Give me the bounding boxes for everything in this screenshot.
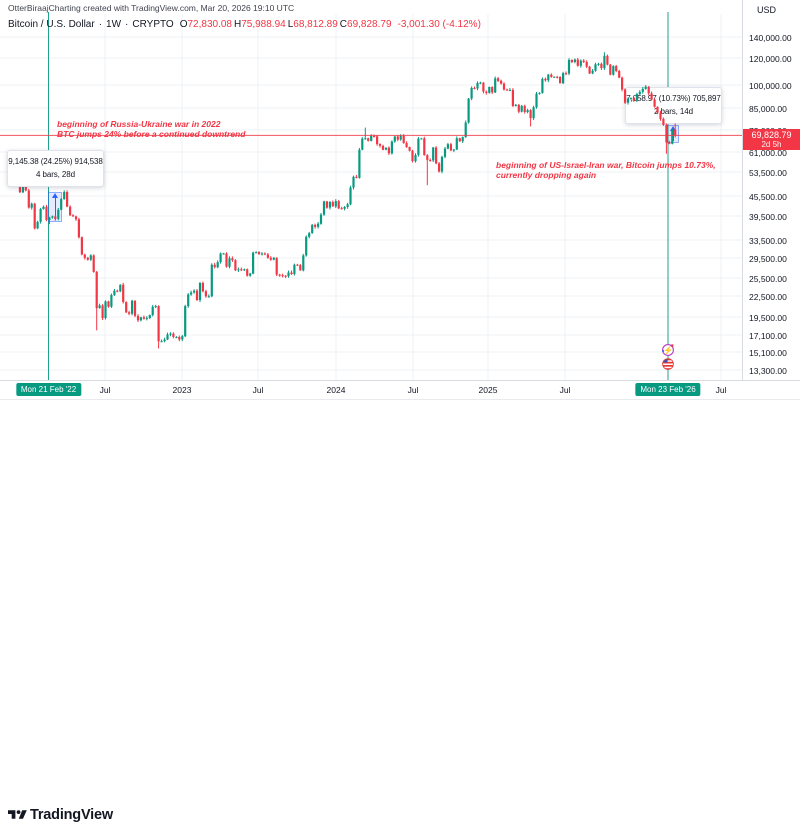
price-tick-label: 22,500.00	[749, 291, 787, 302]
last-price-label: 69,828.79 2d 5h	[743, 128, 800, 150]
price-tick-label: 25,500.00	[749, 273, 787, 284]
timeframe[interactable]: 1W	[106, 19, 122, 30]
time-tick-label: Jul	[252, 385, 264, 395]
price-tick-label: 120,000.00	[749, 53, 792, 64]
ohlc-l: L68,812.89	[287, 19, 338, 30]
price-axis-currency: USD	[757, 5, 777, 15]
time-marker-label: Mon 23 Feb '26	[635, 383, 701, 396]
exchange: CRYPTO	[132, 19, 174, 30]
price-tick-label: 15,100.00	[749, 347, 787, 358]
measure-arrow-up	[669, 126, 676, 131]
price-tick-label: 100,000.00	[749, 80, 792, 91]
ohlc-h: H75,988.94	[233, 19, 286, 30]
annotation-line: BTC jumps 24% before a continued downtre…	[57, 129, 246, 139]
crypto-event-icon[interactable]: ⚡	[661, 343, 675, 357]
tradingview-brand-text[interactable]: TradingView	[30, 807, 113, 823]
tooltip-line: 9,145.38 (24.25%) 914,538	[8, 157, 103, 166]
svg-text:⚡: ⚡	[663, 345, 673, 355]
measure-arrow-up	[51, 193, 58, 198]
annotation-line: currently dropping again	[496, 170, 597, 180]
price-tick-label: 13,300.00	[749, 365, 787, 376]
measure-line	[55, 197, 56, 220]
footer-bar: TradingView	[0, 400, 800, 823]
time-tick-label: 2023	[172, 385, 192, 395]
tooltip-line: 2 bars, 14d	[654, 107, 693, 116]
symbol-name[interactable]: Bitcoin / U.S. Dollar	[8, 19, 95, 30]
separator-dot: ·	[98, 19, 103, 30]
tooltip-line: 7,058.97 (10.73%) 705,897	[626, 94, 721, 103]
ohlc-values: O72,830.08 H75,988.94 L68,812.89 C69,828.79	[178, 19, 392, 30]
price-tick-label: 17,100.00	[749, 330, 787, 341]
last-price-value: 69,828.79	[751, 129, 792, 140]
annotation-text-1[interactable]: beginning of Russia-Ukraine war in 2022 B…	[57, 119, 245, 139]
ohlc-c: C69,828.79	[339, 19, 392, 30]
price-tick-label: 19,500.00	[749, 312, 787, 323]
price-change: -3,001.30 (-4.12%)	[397, 19, 481, 30]
tooltip-line: 4 bars, 28d	[36, 170, 75, 179]
time-tick-label: Jul	[715, 385, 727, 395]
symbol-info-row: Bitcoin / U.S. Dollar · 1W · CRYPTO O72,…	[8, 19, 481, 30]
ohlc-o: O72,830.08	[179, 19, 232, 30]
price-tick-label: 29,500.00	[749, 253, 787, 264]
time-tick-label: Jul	[99, 385, 111, 395]
price-axis[interactable]: USD 140,000.00 120,000.00 100,000.00 85,000…	[742, 0, 800, 400]
price-tick-label: 45,500.00	[749, 191, 787, 202]
price-tick-label: 39,500.00	[749, 211, 787, 222]
bar-countdown: 2d 5h	[761, 139, 782, 149]
price-tick-label: 140,000.00	[749, 32, 792, 43]
time-axis[interactable]: Jul 2023 Jul 2024 Jul 2025 Jul Jul Mon 21 Feb '2…	[0, 380, 800, 400]
time-tick-label: Jul	[559, 385, 571, 395]
candlestick-chart[interactable]	[0, 0, 742, 400]
annotation-line: beginning of Russia-Ukraine war in 2022	[57, 119, 221, 129]
price-tick-label: 33,500.00	[749, 235, 787, 246]
time-tick-label: 2024	[326, 385, 346, 395]
tradingview-logo-icon[interactable]	[8, 807, 27, 822]
annotation-text-2[interactable]: beginning of US-Israel-Iran war, Bitcoin…	[496, 160, 716, 180]
measure-tooltip-2: 7,058.97 (10.73%) 705,897 2 bars, 14d	[625, 87, 722, 124]
time-tick-label: Jul	[407, 385, 419, 395]
chart-grid	[0, 12, 742, 380]
separator-dot: ·	[125, 19, 129, 30]
price-tick-label: 53,500.00	[749, 167, 787, 178]
us-flag-event-icon[interactable]	[661, 357, 675, 371]
time-marker-label: Mon 21 Feb '22	[15, 383, 82, 396]
price-tick-label: 85,000.00	[749, 103, 787, 114]
measure-tooltip-1: 9,145.38 (24.25%) 914,538 4 bars, 28d	[7, 150, 104, 187]
time-tick-label: 2025	[478, 385, 498, 395]
annotation-line: beginning of US-Israel-Iran war, Bitcoin…	[496, 160, 716, 170]
watermark-attribution: OtterBiraajCharting created with Trading…	[8, 3, 295, 13]
price-tick-label: 61,000.00	[749, 147, 787, 158]
